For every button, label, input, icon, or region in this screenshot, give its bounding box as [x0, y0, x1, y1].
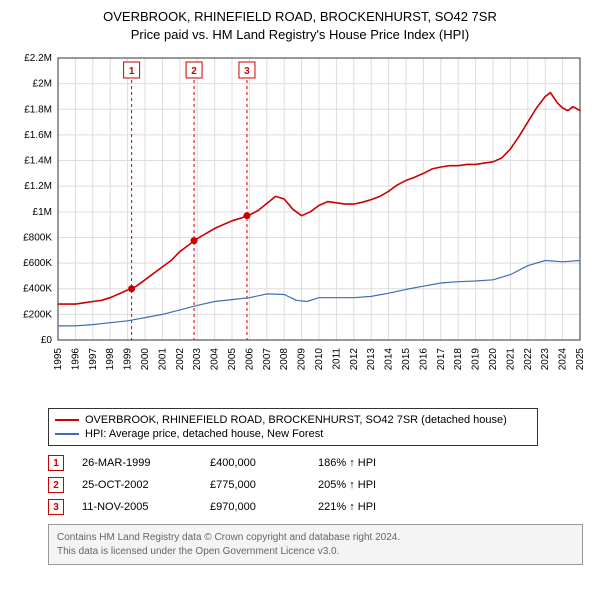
svg-text:£2M: £2M	[33, 79, 52, 90]
title-line-2: Price paid vs. HM Land Registry's House …	[8, 26, 592, 44]
chart-area: £0 £200K £400K £600K £800K £1M £1.2M £1.4M £1.6M…	[10, 50, 590, 400]
sale-delta: 221% ↑ HPI	[318, 501, 428, 513]
sale-date: 26-MAR-1999	[82, 457, 192, 469]
sale-price: £970,000	[210, 501, 300, 513]
svg-text:2022: 2022	[523, 348, 534, 371]
legend-swatch	[55, 433, 79, 435]
svg-text:2010: 2010	[314, 348, 325, 371]
svg-text:2006: 2006	[244, 348, 255, 371]
svg-text:2024: 2024	[558, 348, 569, 371]
svg-text:2009: 2009	[297, 348, 308, 371]
svg-text:2003: 2003	[192, 348, 203, 371]
chart-title-block: OVERBROOK, RHINEFIELD ROAD, BROCKENHURST…	[8, 8, 592, 44]
svg-text:1996: 1996	[70, 348, 81, 371]
sale-marker-icon: 3	[48, 499, 64, 515]
svg-text:2004: 2004	[210, 348, 221, 371]
legend-item: HPI: Average price, detached house, New …	[55, 427, 531, 441]
svg-text:1: 1	[129, 66, 135, 77]
legend-label: OVERBROOK, RHINEFIELD ROAD, BROCKENHURST…	[85, 414, 507, 426]
svg-text:2023: 2023	[540, 348, 551, 371]
sales-row: 2 25-OCT-2002 £775,000 205% ↑ HPI	[48, 474, 584, 496]
svg-text:2018: 2018	[453, 348, 464, 371]
svg-text:2025: 2025	[575, 348, 586, 371]
svg-text:£1.8M: £1.8M	[24, 105, 52, 116]
legend: OVERBROOK, RHINEFIELD ROAD, BROCKENHURST…	[48, 408, 538, 446]
svg-text:2016: 2016	[418, 348, 429, 371]
svg-text:2014: 2014	[384, 348, 395, 371]
svg-text:2008: 2008	[279, 348, 290, 371]
legend-swatch	[55, 419, 79, 421]
svg-text:1995: 1995	[53, 348, 64, 371]
svg-text:£2.2M: £2.2M	[24, 53, 52, 64]
svg-text:£1.6M: £1.6M	[24, 130, 52, 141]
svg-text:£800K: £800K	[23, 233, 52, 244]
legend-label: HPI: Average price, detached house, New …	[85, 428, 323, 440]
svg-text:2000: 2000	[140, 348, 151, 371]
footer-line-1: Contains HM Land Registry data © Crown c…	[57, 531, 574, 545]
footer-line-2: This data is licensed under the Open Gov…	[57, 545, 574, 559]
svg-text:3: 3	[244, 66, 250, 77]
svg-text:2011: 2011	[331, 348, 342, 370]
svg-text:2: 2	[191, 66, 197, 77]
svg-text:2013: 2013	[366, 348, 377, 371]
sales-table: 1 26-MAR-1999 £400,000 186% ↑ HPI 2 25-O…	[48, 452, 584, 518]
sale-price: £775,000	[210, 479, 300, 491]
svg-text:2002: 2002	[175, 348, 186, 371]
sale-date: 11-NOV-2005	[82, 501, 192, 513]
svg-text:£1M: £1M	[33, 207, 52, 218]
svg-text:£600K: £600K	[23, 258, 52, 269]
legend-item: OVERBROOK, RHINEFIELD ROAD, BROCKENHURST…	[55, 413, 531, 427]
sale-marker-icon: 1	[48, 455, 64, 471]
svg-text:2017: 2017	[436, 348, 447, 371]
svg-text:2020: 2020	[488, 348, 499, 371]
attribution-footer: Contains HM Land Registry data © Crown c…	[48, 524, 583, 565]
sale-delta: 205% ↑ HPI	[318, 479, 428, 491]
svg-text:2012: 2012	[349, 348, 360, 371]
chart-svg: £0 £200K £400K £600K £800K £1M £1.2M £1.4M £1.6M…	[10, 50, 590, 400]
sales-row: 1 26-MAR-1999 £400,000 186% ↑ HPI	[48, 452, 584, 474]
svg-text:£200K: £200K	[23, 310, 52, 321]
svg-text:2007: 2007	[262, 348, 273, 371]
sale-delta: 186% ↑ HPI	[318, 457, 428, 469]
svg-text:1998: 1998	[105, 348, 116, 371]
svg-text:£0: £0	[41, 335, 53, 346]
svg-text:2021: 2021	[505, 348, 516, 371]
sales-row: 3 11-NOV-2005 £970,000 221% ↑ HPI	[48, 496, 584, 518]
svg-text:2001: 2001	[157, 348, 168, 371]
sale-marker-icon: 2	[48, 477, 64, 493]
svg-text:2015: 2015	[401, 348, 412, 371]
title-line-1: OVERBROOK, RHINEFIELD ROAD, BROCKENHURST…	[8, 8, 592, 26]
sale-date: 25-OCT-2002	[82, 479, 192, 491]
svg-text:£1.4M: £1.4M	[24, 156, 52, 167]
sale-price: £400,000	[210, 457, 300, 469]
svg-text:1997: 1997	[88, 348, 99, 371]
svg-text:2019: 2019	[471, 348, 482, 371]
svg-text:1999: 1999	[123, 348, 134, 371]
svg-text:£1.2M: £1.2M	[24, 182, 52, 193]
svg-text:2005: 2005	[227, 348, 238, 371]
svg-text:£400K: £400K	[23, 284, 52, 295]
